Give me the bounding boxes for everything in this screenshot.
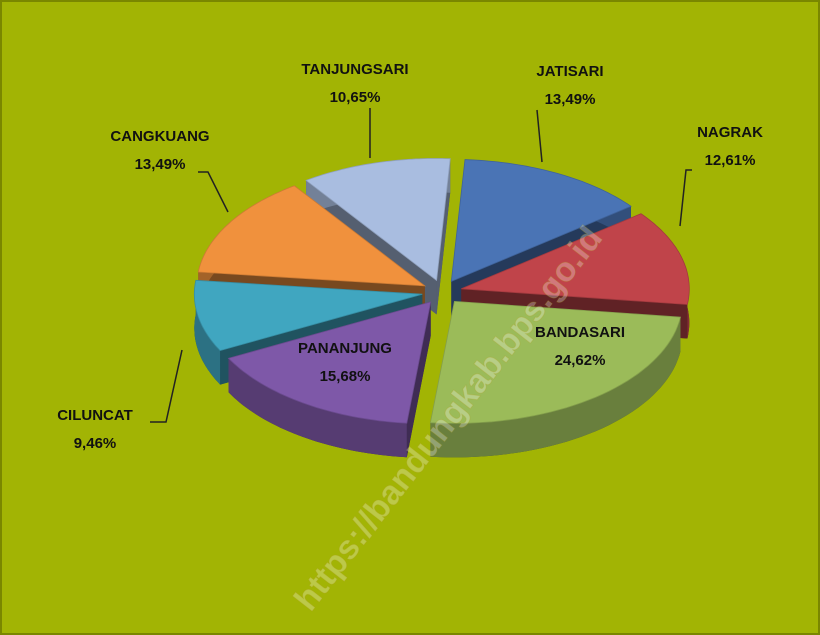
slice	[450, 159, 632, 283]
leader-line	[679, 169, 692, 227]
slice-label: BANDASARI	[535, 324, 625, 341]
slice-label: NAGRAK	[697, 124, 763, 141]
slice	[461, 213, 690, 305]
slice-label: JATISARI	[536, 63, 603, 80]
slice-wall	[430, 317, 681, 458]
slice-wall	[194, 280, 221, 385]
slice-value-label: 12,61%	[705, 152, 756, 169]
labels: JATISARI 13,49% NAGRAK 12,61% BANDASARI 24,62…	[57, 61, 763, 452]
slice-value-label: 10,65%	[330, 89, 381, 106]
leader-line	[536, 109, 543, 163]
slice	[227, 301, 432, 424]
slice-label: PANANJUNG	[298, 340, 392, 357]
slice-side	[436, 158, 451, 315]
leader-line	[198, 171, 229, 213]
slice	[305, 158, 451, 282]
slice-label: CANGKUANG	[110, 128, 209, 145]
slice-wall	[228, 358, 407, 458]
slice-label: TANJUNGSARI	[301, 61, 408, 78]
slice-value-label: 24,62%	[555, 352, 606, 369]
leader-line	[150, 349, 183, 423]
slice	[429, 300, 682, 424]
slice	[193, 279, 423, 352]
slice-side	[406, 301, 431, 458]
slice-value-label: 13,49%	[135, 156, 186, 173]
slice-value-label: 15,68%	[320, 368, 371, 385]
slice-value-label: 9,46%	[74, 435, 117, 452]
slice	[197, 185, 427, 287]
slice-label: CILUNCAT	[57, 407, 133, 424]
slice-value-label: 13,49%	[545, 91, 596, 108]
pie	[193, 158, 690, 458]
